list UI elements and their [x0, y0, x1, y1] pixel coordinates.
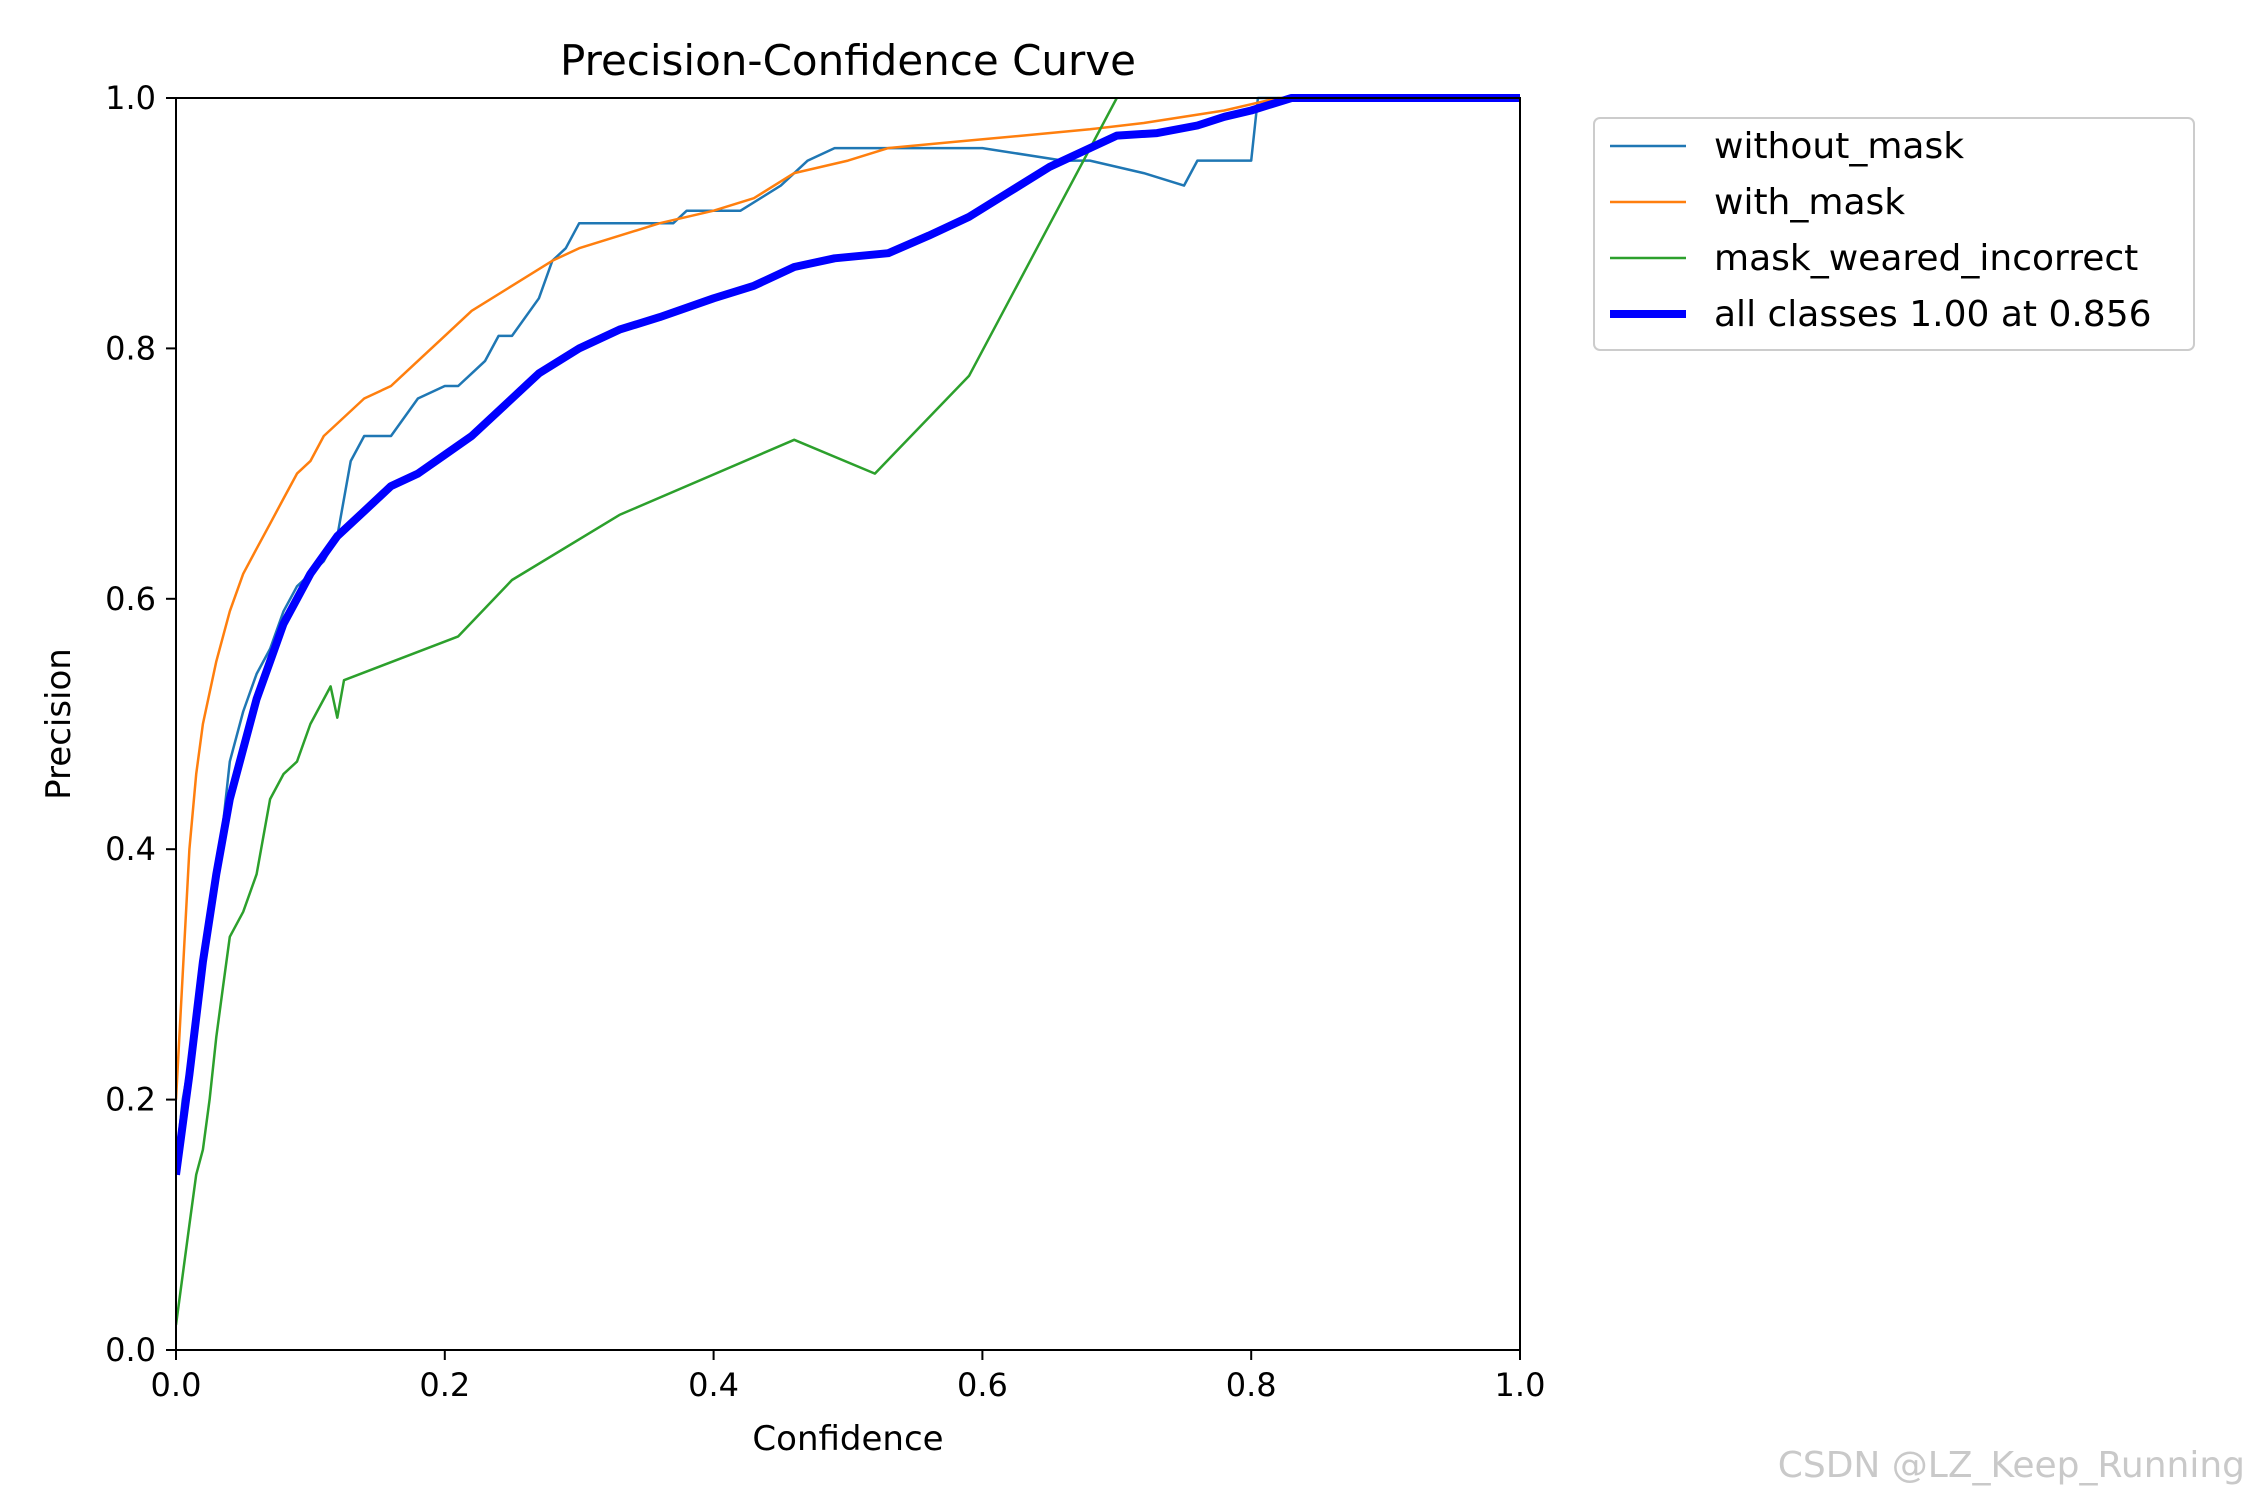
y-tick-label: 0.8	[105, 329, 156, 367]
legend-box	[1593, 117, 2195, 351]
legend: without_mask with_mask mask_weared_incorre…	[1593, 117, 2195, 351]
legend-label-2: mask_weared_incorrect	[1714, 238, 2138, 279]
series-line-1	[176, 96, 1520, 1100]
x-tick-label: 0.2	[419, 1366, 470, 1404]
series-line-2	[176, 97, 1118, 1326]
y-axis-ticks: 0.0 0.2 0.4 0.6 0.8 1.0	[105, 79, 176, 1369]
legend-label-3: all classes 1.00 at 0.856	[1714, 294, 2152, 335]
x-tick-label: 0.0	[151, 1366, 202, 1404]
series-line-3	[176, 94, 1520, 1176]
y-tick-label: 0.4	[105, 830, 156, 868]
x-tick-label: 0.6	[957, 1366, 1008, 1404]
y-axis-label: Precision	[39, 648, 79, 800]
x-axis-label: Confidence	[752, 1419, 943, 1459]
watermark-text: CSDN @LZ_Keep_Running	[1778, 1445, 2245, 1486]
x-axis-ticks: 0.0 0.2 0.4 0.6 0.8 1.0	[151, 1350, 1546, 1404]
plot-area-frame	[175, 97, 1521, 1351]
chart-title: Precision-Confidence Curve	[560, 36, 1136, 85]
series-layer	[176, 94, 1520, 1326]
y-tick-label: 1.0	[105, 79, 156, 117]
x-tick-label: 0.8	[1226, 1366, 1277, 1404]
x-tick-label: 0.4	[688, 1366, 739, 1404]
legend-label-0: without_mask	[1714, 126, 1964, 167]
x-tick-label: 1.0	[1495, 1366, 1546, 1404]
y-tick-label: 0.2	[105, 1081, 156, 1119]
y-tick-label: 0.0	[105, 1331, 156, 1369]
y-tick-label: 0.6	[105, 580, 156, 618]
legend-label-1: with_mask	[1714, 182, 1905, 223]
series-line-0	[176, 96, 1520, 1163]
